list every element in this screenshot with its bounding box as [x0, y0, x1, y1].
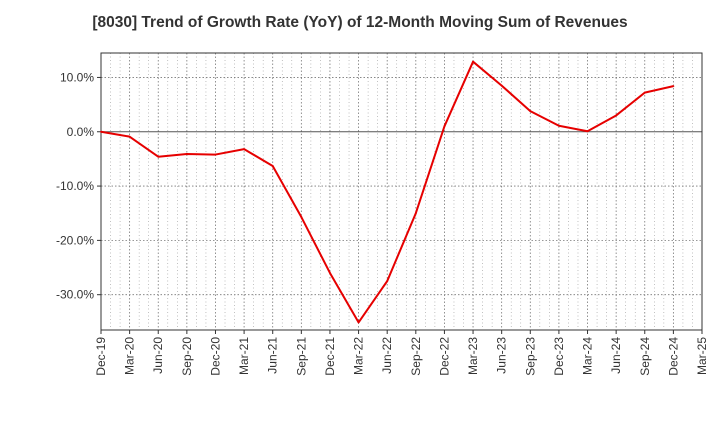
series-layer — [100, 60, 675, 324]
x-tick-label: Dec-24 — [666, 337, 680, 376]
plot-area-frame — [100, 52, 703, 331]
x-tick-label: Mar-24 — [581, 337, 595, 375]
x-tick-label: Sep-21 — [294, 337, 308, 376]
data-point — [185, 153, 188, 155]
series-line — [100, 60, 674, 324]
x-tick-label: Mar-22 — [352, 337, 366, 375]
x-tick-label: Mar-21 — [237, 337, 251, 375]
x-tick-label: Jun-20 — [151, 337, 165, 374]
x-tick-label: Dec-23 — [552, 337, 566, 376]
data-point — [615, 114, 618, 117]
data-point — [672, 85, 675, 88]
data-point — [443, 125, 446, 128]
data-point — [472, 60, 474, 63]
x-tick-label: Mar-20 — [123, 337, 137, 375]
x-tick-label: Sep-22 — [409, 337, 423, 376]
data-point — [157, 155, 160, 158]
y-tick-label: 10.0% — [60, 70, 94, 84]
chart-title: [8030] Trend of Growth Rate (YoY) of 12-… — [92, 14, 628, 31]
x-tick-label: Dec-19 — [94, 337, 108, 376]
data-point — [529, 110, 532, 113]
y-tick-label: -20.0% — [56, 233, 94, 247]
x-tick-label: Mar-25 — [695, 337, 709, 375]
x-tick-label: Sep-23 — [523, 337, 537, 376]
data-point — [386, 280, 389, 283]
x-axis-ticks: Dec-19 Mar-20 Jun-20 Sep-20 Dec-20 Mar-21 Jun-… — [94, 330, 709, 376]
x-tick-label: Jun-23 — [495, 337, 509, 374]
x-tick-label: Jun-24 — [609, 337, 623, 374]
x-tick-label: Dec-20 — [208, 337, 222, 376]
y-axis-ticks: 10.0% 0.0% -10.0% -20.0% -30.0% — [56, 70, 101, 302]
grid-lines — [100, 53, 703, 330]
data-point — [643, 91, 646, 94]
x-tick-label: Jun-22 — [380, 337, 394, 374]
data-point — [558, 124, 560, 127]
data-point — [500, 84, 503, 87]
data-point — [329, 272, 331, 274]
data-point — [357, 321, 360, 324]
x-tick-label: Sep-24 — [638, 337, 652, 376]
y-tick-label: -30.0% — [56, 288, 94, 302]
data-point — [414, 212, 417, 215]
data-point — [271, 165, 274, 167]
data-point — [586, 130, 589, 133]
y-tick-label: 0.0% — [67, 125, 95, 139]
data-point — [128, 135, 131, 138]
data-point — [300, 216, 303, 218]
data-point — [100, 130, 102, 133]
y-tick-label: -10.0% — [56, 179, 94, 193]
x-tick-label: Mar-23 — [466, 337, 480, 375]
x-tick-label: Jun-21 — [266, 337, 280, 374]
data-point — [243, 148, 245, 151]
data-point — [214, 153, 217, 156]
x-tick-label: Sep-20 — [180, 337, 194, 376]
x-tick-label: Dec-21 — [323, 337, 337, 376]
x-tick-label: Dec-22 — [437, 337, 451, 376]
